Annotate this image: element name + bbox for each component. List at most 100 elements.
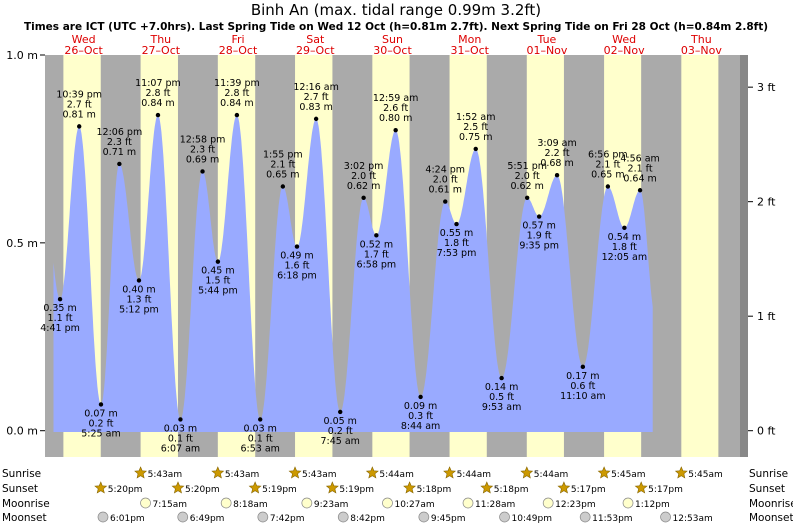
tide-time-label: 4:41 pm (40, 323, 80, 334)
moonrise-time-label: 12:23pm (555, 500, 595, 510)
tide-m-label: 0.14 m (485, 382, 518, 393)
day-date-label: 28–Oct (219, 44, 258, 57)
y-axes: 1.0 m 0.5 m 0.0 m 3 ft 2 ft 1 ft 0 ft (6, 49, 776, 438)
moonrise-time-label: 8:18am (233, 500, 268, 510)
chart-title: Binh An (max. tidal range 0.99m 3.2ft) (251, 1, 541, 19)
tide-point (637, 188, 643, 193)
right-axis-tick-label: 0 ft (757, 425, 776, 438)
tide-time-label: 5:12 pm (119, 304, 159, 315)
tide-m-label: 0.40 m (122, 284, 155, 295)
tide-time-label: 3:09 am (537, 138, 576, 149)
sunset-sun-icon (634, 481, 648, 494)
sunset-time-label: 5:17pm (648, 485, 683, 495)
tide-m-label: 0.35 m (43, 303, 76, 314)
tide-m-label: 0.05 m (324, 416, 357, 427)
tide-time-label: 11:39 pm (214, 78, 260, 89)
tide-time-label: 12:59 am (373, 93, 418, 104)
row-label-left: Sunset (2, 483, 38, 495)
tide-time-label: 6:18 pm (277, 271, 317, 282)
tide-point (294, 244, 300, 249)
tide-ft-label: 2.8 ft (145, 88, 170, 99)
tide-ft-label: 1.9 ft (527, 231, 552, 242)
tide-time-label: 12:05 am (602, 252, 647, 263)
tide-point (98, 402, 104, 407)
tide-m-label: 0.57 m (522, 221, 555, 232)
sunset-sun-icon (248, 481, 262, 494)
day-name-label: Wed (612, 33, 636, 46)
day-date-label: 26–Oct (64, 44, 103, 57)
tide-ft-label: 1.8 ft (612, 242, 637, 253)
tide-ft-label: 2.1 ft (270, 159, 295, 170)
tide-point (536, 214, 542, 219)
tide-ft-label: 1.8 ft (444, 238, 469, 249)
day-date-label: 29–Oct (296, 44, 335, 57)
tide-m-label: 0.03 m (164, 423, 197, 434)
moonset-moon-icon (660, 511, 671, 523)
day-name-label: Tue (537, 33, 557, 46)
tide-m-label: 0.71 m (103, 147, 136, 158)
sunrise-time-label: 5:43am (225, 470, 260, 480)
tide-point (258, 417, 263, 422)
sunset-time-label: 5:19pm (262, 485, 297, 495)
tide-m-label: 0.65 m (266, 169, 299, 180)
tide-m-label: 0.49 m (280, 251, 313, 262)
moonset-time-label: 6:01pm (110, 514, 145, 524)
tide-ft-label: 0.2 ft (88, 418, 113, 429)
tide-point (622, 225, 627, 231)
moonset-time-label: 10:49pm (512, 514, 552, 524)
tide-point (234, 112, 240, 118)
tide-point (580, 364, 586, 370)
tide-m-label: 0.52 m (360, 239, 393, 250)
row-label-left: Sunrise (2, 468, 41, 480)
tide-time-label: 3:02 pm (344, 161, 384, 172)
tide-point (499, 375, 504, 381)
sunrise-sun-icon (443, 466, 457, 479)
tide-point (473, 146, 478, 152)
moonrise-time-label: 9:23am (314, 500, 349, 510)
tide-m-label: 0.17 m (566, 371, 599, 382)
sunset-sun-icon (325, 481, 339, 494)
sunrise-time-label: 5:43am (302, 470, 337, 480)
tide-time-label: 12:16 am (293, 82, 338, 93)
right-axis-tick-label: 3 ft (757, 81, 776, 94)
tide-m-label: 0.83 m (299, 102, 332, 113)
tide-time-label: 12:58 pm (180, 134, 226, 145)
sunset-sun-icon (403, 481, 417, 494)
tide-ft-label: 2.1 ft (595, 159, 620, 170)
day-name-label: Thu (149, 33, 171, 46)
moonrise-time-label: 11:28am (475, 500, 515, 510)
tide-time-label: 1:55 pm (263, 149, 303, 160)
sunrise-sun-icon (134, 466, 148, 479)
day-name-label: Fri (232, 33, 245, 46)
tide-ft-label: 2.7 ft (67, 99, 92, 110)
date-labels: Wed26–OctThu27–OctFri28–OctSat29–OctSun3… (64, 33, 722, 57)
row-label-right: Sunset (749, 483, 785, 495)
sunset-sun-icon (557, 481, 571, 494)
tide-ft-label: 1.6 ft (284, 261, 309, 272)
tide-ft-label: 2.0 ft (515, 171, 540, 182)
tide-point (77, 124, 82, 129)
tide-point (178, 417, 183, 422)
day-name-label: Mon (458, 33, 481, 46)
tide-ft-label: 0.5 ft (489, 392, 514, 403)
moonset-moon-icon (337, 511, 349, 523)
moonrise-moon-icon (382, 497, 393, 509)
tide-m-label: 0.69 m (186, 154, 219, 165)
tide-m-label: 0.07 m (84, 408, 117, 419)
sunrise-time-label: 5:44am (534, 470, 569, 480)
row-label-left: Moonrise (2, 498, 50, 510)
tide-m-label: 0.03 m (243, 423, 276, 434)
moonset-time-label: 12:53am (673, 514, 713, 524)
tide-point (418, 394, 423, 400)
sunset-time-label: 5:18pm (417, 485, 452, 495)
tide-time-label: 5:44 pm (198, 286, 238, 297)
tide-ft-label: 1.3 ft (126, 294, 151, 305)
day-name-label: Sun (382, 33, 403, 46)
tide-point (338, 409, 343, 415)
tide-ft-label: 1.5 ft (205, 276, 230, 287)
sunrise-time-label: 5:45am (611, 470, 646, 480)
moonset-time-label: 8:42pm (350, 514, 385, 524)
moonset-time-label: 9:45pm (431, 514, 466, 524)
tide-point (605, 184, 611, 189)
